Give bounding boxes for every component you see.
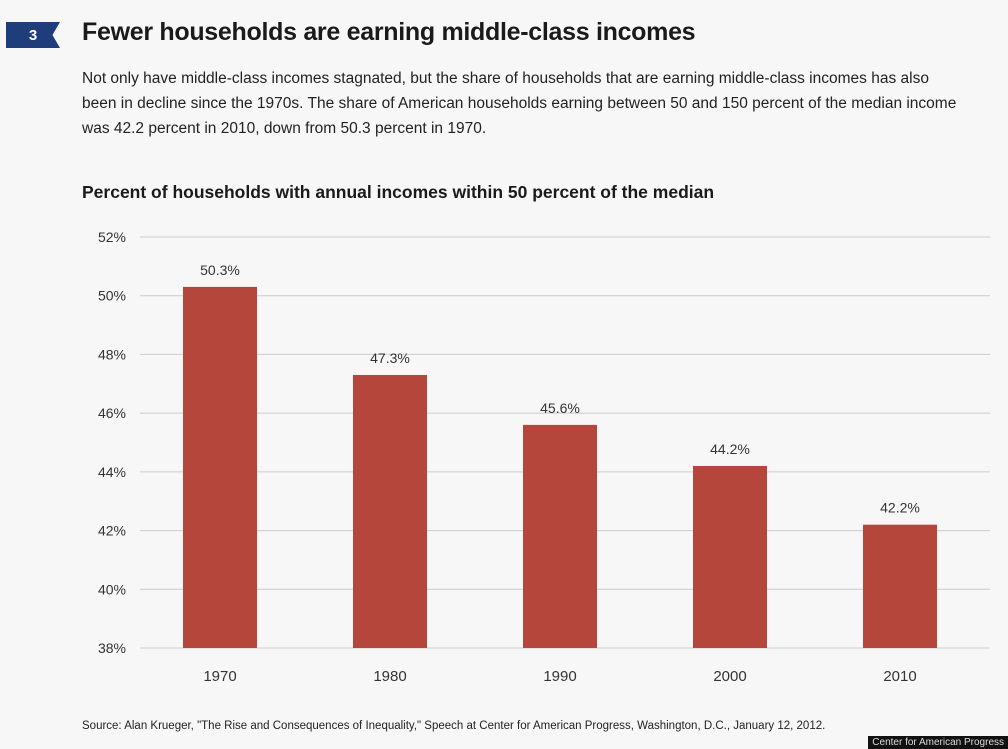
- source-note: Source: Alan Krueger, "The Rise and Cons…: [82, 720, 826, 732]
- x-tick-label: 1980: [373, 668, 406, 685]
- bar: [353, 374, 427, 648]
- y-tick-label: 38%: [98, 640, 126, 656]
- x-tick-label: 1990: [543, 668, 576, 685]
- figure-number-badge: 3: [6, 22, 60, 48]
- y-tick-label: 40%: [98, 581, 126, 597]
- publisher-credit: Center for American Progress: [868, 736, 1008, 749]
- data-label: 44.2%: [710, 441, 750, 457]
- data-label: 50.3%: [200, 262, 240, 278]
- bar: [693, 465, 767, 648]
- x-tick-label: 2000: [713, 668, 746, 685]
- x-tick-label: 1970: [203, 668, 236, 685]
- y-tick-label: 48%: [98, 346, 126, 362]
- y-tick-label: 52%: [98, 229, 126, 245]
- y-tick-label: 50%: [98, 288, 126, 304]
- data-label: 42.2%: [880, 500, 920, 516]
- y-tick-label: 44%: [98, 464, 126, 480]
- y-tick-label: 46%: [98, 405, 126, 421]
- figure-description: Not only have middle-class incomes stagn…: [82, 70, 957, 137]
- x-tick-label: 2010: [883, 668, 916, 685]
- bar: [863, 524, 937, 648]
- figure-number: 3: [28, 26, 38, 44]
- bar: [183, 286, 257, 648]
- data-label: 47.3%: [370, 350, 410, 366]
- chart-title: Percent of households with annual income…: [82, 182, 715, 202]
- data-label: 45.6%: [540, 400, 580, 416]
- bar: [523, 424, 597, 648]
- y-tick-label: 42%: [98, 523, 126, 539]
- page-title: Fewer households are earning middle-clas…: [82, 18, 696, 46]
